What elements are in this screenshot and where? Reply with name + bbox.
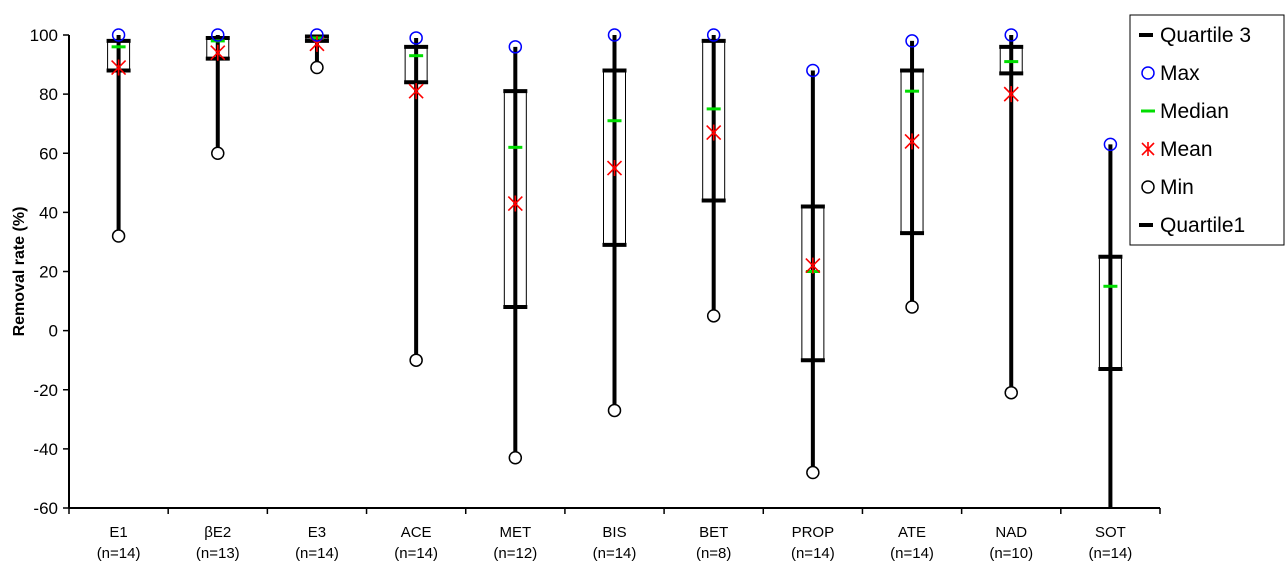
legend-label: Quartile 3 (1160, 24, 1251, 47)
x-category-label: BET (699, 524, 728, 541)
box-sot: SOT (n=14) (1089, 137, 1133, 562)
min-marker (1004, 385, 1018, 400)
max-marker (1004, 28, 1018, 42)
legend-item-mean: Mean (1141, 138, 1213, 161)
min-marker (111, 229, 126, 243)
box-met: MET (n=12) (493, 40, 537, 562)
x-category-count: (n=14) (1089, 545, 1133, 562)
legend: Quartile 3 Max Median Mean Min Quartile1 (1129, 14, 1285, 246)
x-category-count: (n=14) (593, 545, 637, 562)
min-marker (806, 465, 820, 480)
legend-label: Mean (1160, 138, 1213, 161)
legend-min-swatch (1141, 180, 1155, 194)
legend-box (1129, 14, 1285, 246)
max-marker (508, 40, 523, 54)
mean-marker (706, 124, 722, 141)
legend-label: Min (1160, 176, 1194, 199)
max-marker (607, 28, 622, 42)
y-tick-label: 40 (39, 203, 58, 222)
mean-marker (904, 133, 920, 150)
box-e1: E1 (n=14) (97, 28, 141, 562)
box-ace: ACE (n=14) (394, 31, 438, 562)
y-tick-label: 100 (30, 26, 58, 45)
max-marker (211, 28, 225, 42)
min-marker (706, 309, 721, 323)
y-tick-label: -20 (33, 381, 58, 400)
legend-label: Quartile1 (1160, 214, 1245, 237)
x-category-label: PROP (792, 524, 835, 541)
box-series: E1 (n=14) βE2 (n=13) E3 (n=14) ACE (n=14) MET (n=… (97, 28, 1133, 562)
x-category-count: (n=14) (791, 545, 835, 562)
y-tick-label: 80 (39, 85, 58, 104)
min-marker (905, 300, 919, 314)
legend-item-q1: Quartile1 (1139, 214, 1245, 237)
legend-item-min: Min (1141, 176, 1194, 199)
x-category-count: (n=10) (989, 545, 1033, 562)
box-bis: BIS (n=14) (593, 28, 637, 562)
mean-marker (1003, 86, 1019, 103)
max-marker (111, 28, 126, 42)
box-ate: ATE (n=14) (890, 34, 934, 562)
mean-marker (210, 44, 226, 61)
x-category-label: βE2 (204, 524, 231, 541)
mean-marker (507, 195, 523, 212)
y-tick-label: -60 (33, 499, 58, 518)
legend-max-swatch (1141, 66, 1155, 80)
x-category-label: E1 (109, 524, 127, 541)
max-marker (1103, 137, 1118, 152)
box-bet: BET (n=8) (696, 28, 731, 562)
y-tick-label: 60 (39, 144, 58, 163)
x-category-label: NAD (995, 524, 1027, 541)
y-tick-label: 20 (39, 263, 58, 282)
min-marker (607, 403, 622, 418)
x-category-label: MET (499, 524, 531, 541)
mean-marker (111, 59, 127, 76)
min-marker (508, 450, 523, 465)
legend-item-max: Max (1141, 62, 1200, 85)
x-category-label: BIS (602, 524, 626, 541)
mean-marker (606, 160, 623, 177)
box-prop: PROP (n=14) (791, 63, 835, 562)
box-nad: NAD (n=10) (989, 28, 1033, 562)
box-βe2: βE2 (n=13) (196, 28, 240, 562)
max-marker (706, 28, 721, 42)
x-category-label: ATE (898, 524, 926, 541)
x-category-count: (n=12) (493, 545, 537, 562)
min-marker (310, 60, 324, 75)
x-category-count: (n=14) (97, 545, 141, 562)
x-category-label: E3 (308, 524, 326, 541)
x-category-count: (n=14) (890, 545, 934, 562)
y-axis-label: Removal rate (%) (11, 207, 28, 337)
x-category-count: (n=8) (696, 545, 731, 562)
legend-label: Max (1160, 62, 1200, 85)
legend-label: Median (1160, 100, 1229, 123)
x-category-label: ACE (401, 524, 432, 541)
min-marker (409, 353, 423, 367)
x-category-count: (n=14) (295, 545, 339, 562)
max-marker (409, 31, 423, 45)
legend-mean-swatch (1141, 142, 1155, 156)
x-category-label: SOT (1095, 524, 1126, 541)
legend-item-median: Median (1141, 100, 1229, 123)
y-tick-label: -40 (33, 440, 58, 459)
x-category-count: (n=13) (196, 545, 240, 562)
max-marker (905, 34, 919, 48)
min-marker (211, 146, 225, 160)
legend-item-q3: Quartile 3 (1139, 24, 1251, 47)
max-marker (806, 63, 820, 78)
mean-marker (408, 83, 424, 100)
y-tick-label: 0 (49, 322, 58, 341)
x-category-count: (n=14) (394, 545, 438, 562)
box-e3: E3 (n=14) (295, 28, 339, 562)
mean-marker (805, 257, 821, 274)
axes: -60 -40 -20 0 20 40 60 80 100 (30, 26, 1161, 518)
max-marker (310, 28, 324, 42)
